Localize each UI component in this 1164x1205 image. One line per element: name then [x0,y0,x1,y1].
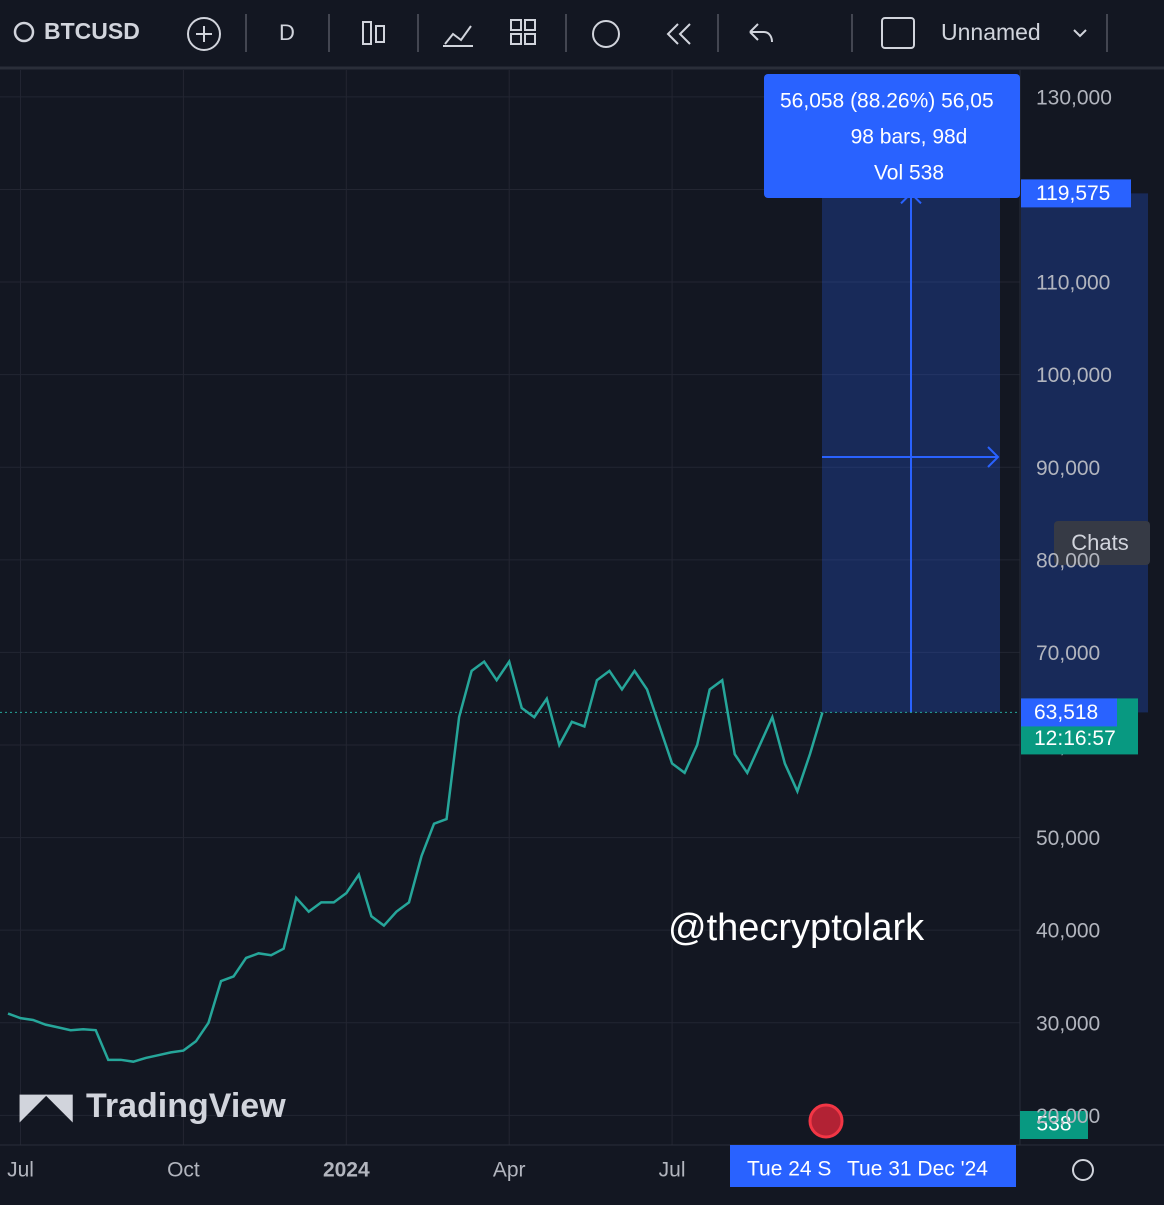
chats[interactable]: Chats [1071,530,1128,555]
y-tick-label: 100,000 [1036,364,1112,387]
y-tick-label: 40,000 [1036,920,1100,943]
last-price-bg [1021,698,1117,727]
add-symbol[interactable] [187,17,221,51]
y-tick-label: 30,000 [1036,1012,1100,1035]
date-range-bg [730,1145,1016,1187]
measure-text: 98 bars, 98d [851,126,968,149]
watermark: ◤◥ [19,1087,73,1125]
plot [0,70,1148,1145]
measure-axis-band [1021,193,1148,713]
x-tick-label: Oct [167,1159,200,1182]
layout-name[interactable]: Unnamed [941,19,1041,45]
event-flag[interactable] [808,1103,844,1139]
date-label: Tue 24 S [747,1158,831,1181]
watermark: TradingView [86,1087,286,1125]
y-tick-label: 80,000 [1036,549,1100,572]
measure-tooltip [764,74,1020,198]
x-tick-label: Apr [493,1159,526,1182]
volume-label-bg [1020,1111,1088,1139]
interval[interactable]: D [279,20,295,45]
y-tick-label: 110,000 [1036,272,1110,295]
y-tick-label: 50,000 [1036,827,1100,850]
toolbar-icons[interactable] [362,17,1087,49]
handle: @thecryptolark [668,907,925,949]
x-tick-label: 2024 [323,1159,370,1182]
symbol[interactable]: BTCUSD [44,18,140,44]
measure-text: Vol 538 [874,162,944,185]
y-tick-label: 90,000 [1036,457,1100,480]
date-label: Tue 31 Dec '24 [847,1158,988,1181]
settings-icon[interactable] [1072,1159,1094,1181]
price-line [7,658,824,1063]
add-icon [196,26,212,42]
search-icon[interactable] [13,21,35,43]
volume-label: 538 [1036,1113,1071,1136]
y-tick-label: 130,000 [1036,86,1112,109]
y-tick-label: 70,000 [1036,642,1100,665]
x-tick-label: Jul [7,1159,34,1182]
countdown: 12:16:57 [1034,727,1116,750]
last-price: 63,518 [1034,701,1098,724]
x-tick-label: Jul [659,1159,686,1182]
chats-tooltip[interactable] [1054,521,1150,565]
target-price-bg [1021,179,1131,208]
measure-text: 56,058 (88.26%) 56,05 [780,90,994,113]
separators [245,14,1108,52]
target-price: 119,575 [1036,182,1110,205]
toolbar [0,0,1164,68]
y-tick-label: 20,000 [1036,1105,1100,1128]
